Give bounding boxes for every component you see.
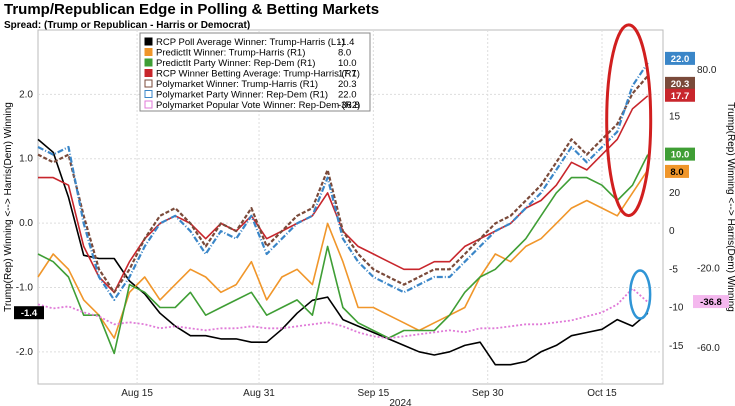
x-tick-label: Sep 15 — [358, 388, 390, 399]
legend-value: -1.4 — [338, 37, 354, 48]
left-tick-label: 0.0 — [19, 218, 33, 229]
legend-value: 17.7 — [338, 69, 357, 80]
series-line — [37, 62, 649, 301]
right-axis-label: Trump(Rep) Winning <--> Harris(Dem) Winn… — [725, 102, 735, 312]
legend-marker — [144, 100, 153, 109]
x-year-label: 2024 — [389, 398, 412, 406]
end-tag-box — [665, 147, 695, 161]
left-tick-label: -2.0 — [16, 347, 34, 358]
end-tag-box — [665, 51, 695, 65]
r1-tick-label: -15 — [669, 341, 684, 352]
legend-marker — [144, 58, 153, 67]
r1-tick-label: 20 — [669, 188, 681, 199]
left-tick-label: 2.0 — [19, 89, 33, 100]
end-tag-label: 17.7 — [671, 91, 690, 102]
chart-title: Trump/Republican Edge in Polling & Betti… — [4, 1, 380, 18]
legend-label: RCP Poll Average Winner: Trump-Harris (L… — [156, 37, 345, 48]
annotation-ellipse-red — [605, 23, 653, 218]
legend-value: 22.0 — [338, 90, 357, 101]
end-tag-box — [665, 76, 695, 90]
legend-value: -36.8 — [338, 100, 360, 111]
chart-subtitle: Spread: (Trump or Republican - Harris or… — [4, 20, 251, 31]
r2-tick-label: -20.0 — [697, 264, 720, 275]
end-tag-label: 10.0 — [671, 150, 690, 161]
r1-tick-label: 0 — [669, 226, 675, 237]
legend-box — [139, 32, 371, 112]
legend-marker — [144, 69, 153, 77]
end-tag-box — [693, 295, 729, 309]
legend-marker — [144, 48, 153, 56]
end-tag-label: 8.0 — [670, 167, 683, 178]
series-line — [37, 75, 649, 294]
x-tick-label: Sep 30 — [472, 388, 504, 399]
end-tag-box — [14, 306, 44, 320]
legend-label: RCP Winner Betting Average: Trump-Harris… — [156, 69, 360, 80]
legend-label: Polymarket Popular Vote Winner: Rep-Dem … — [156, 100, 360, 111]
annotation-ellipse-blue — [628, 269, 652, 320]
legend-value: 8.0 — [338, 48, 351, 59]
legend-marker — [144, 37, 153, 46]
legend-label: Polymarket Party Winner: Rep-Dem (R1) — [156, 90, 328, 101]
legend-value: 20.3 — [338, 79, 357, 90]
left-axis-label: Trump(Rep) Winning <--> Harris(Dem) Winn… — [3, 102, 14, 312]
r1-tick-label: -10 — [669, 303, 684, 314]
legend-value: 10.0 — [338, 58, 357, 69]
r2-tick-label: 80.0 — [697, 65, 717, 76]
x-tick-label: Oct 15 — [587, 388, 617, 399]
series-line — [37, 154, 649, 355]
legend-label: Polymarket Winner: Trump-Harris (R1) — [156, 79, 318, 90]
legend-marker — [144, 79, 153, 88]
left-tick-label: -1.0 — [16, 282, 34, 293]
left-tick-label: 1.0 — [19, 154, 33, 165]
x-tick-label: Aug 31 — [243, 388, 275, 399]
end-tag-box — [665, 164, 689, 178]
end-tag-label: 22.0 — [671, 54, 690, 65]
r1-tick-label: -5 — [669, 264, 678, 275]
legend-label: PredictIt Party Winner: Rep-Dem (R1) — [156, 58, 315, 69]
end-tag-label: 20.3 — [671, 79, 690, 90]
end-tag-box — [665, 88, 695, 102]
series-line — [37, 169, 649, 339]
end-tag-label: -36.8 — [700, 297, 722, 308]
legend-label: PredictIt Winner: Trump-Harris (R1) — [156, 48, 305, 59]
r2-tick-label: -60.0 — [697, 343, 720, 354]
r1-tick-label: 15 — [669, 111, 681, 122]
end-tag-label: -1.4 — [21, 308, 38, 319]
x-tick-label: Aug 15 — [121, 388, 153, 399]
legend-marker — [144, 90, 153, 98]
